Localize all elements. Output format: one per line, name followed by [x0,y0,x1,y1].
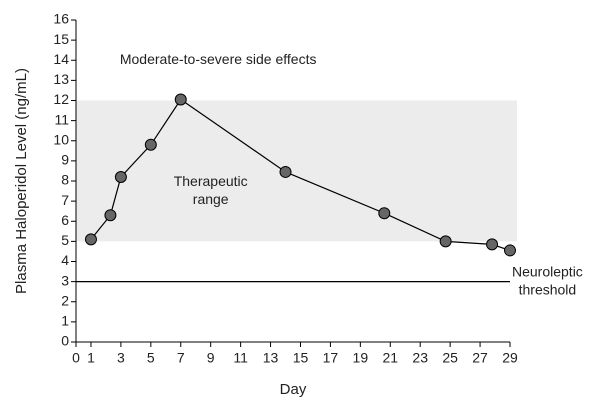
y-tick-label: 5 [61,232,69,248]
data-point [504,244,516,257]
x-tick-label: 27 [472,350,488,366]
x-tick-label: 23 [412,350,428,366]
x-tick-label: 25 [442,350,458,366]
x-tick-label: 9 [207,350,215,366]
y-tick-label: 16 [53,11,69,27]
y-tick-label: 9 [61,152,69,168]
data-point [174,93,187,106]
annotation: Neuroleptic [512,263,583,279]
y-tick-label: 15 [53,31,69,47]
y-tick-label: 8 [61,172,69,188]
data-point [378,207,391,220]
data-point [144,138,157,151]
x-tick-label: 21 [382,350,398,366]
data-point [104,209,117,222]
therapeutic-band [76,100,517,242]
y-tick-label: 10 [53,131,69,147]
y-tick-label: 0 [61,333,69,349]
x-tick-label: 1 [87,350,95,366]
y-tick-label: 1 [61,313,69,329]
data-point [439,235,452,248]
y-tick-label: 13 [53,71,69,87]
data-line [90,98,511,251]
data-point [84,233,97,246]
x-tick-label: 29 [502,350,518,366]
x-tick-label: 19 [353,350,369,366]
x-axis-label: Day [280,381,307,398]
data-point [114,170,127,183]
x-tick-label: 0 [72,350,80,366]
x-tick-label: 5 [147,350,155,366]
y-tick-label: 6 [61,212,69,228]
annotation: Therapeutic [174,173,248,189]
annotation: Moderate-to-severe side effects [120,51,317,67]
x-tick-label: 15 [293,350,309,366]
x-tick-label: 3 [117,350,125,366]
y-axis-label: Plasma Haloperidol Level (ng/mL) [13,68,30,294]
x-tick-label: 17 [323,350,339,366]
annotation: threshold [519,281,577,297]
y-tick-label: 11 [54,111,69,127]
y-tick-label: 12 [53,91,69,107]
x-tick-label: 7 [177,350,185,366]
y-tick-label: 4 [61,252,69,268]
y-tick-label: 3 [61,272,69,288]
data-point [279,165,292,178]
x-tick-label: 13 [263,350,279,366]
x-tick-label: 11 [233,350,248,366]
y-tick-label: 14 [53,51,69,67]
y-tick-label: 2 [61,292,69,308]
annotation: range [193,191,229,207]
data-point [486,238,499,251]
y-tick-label: 7 [61,192,69,208]
